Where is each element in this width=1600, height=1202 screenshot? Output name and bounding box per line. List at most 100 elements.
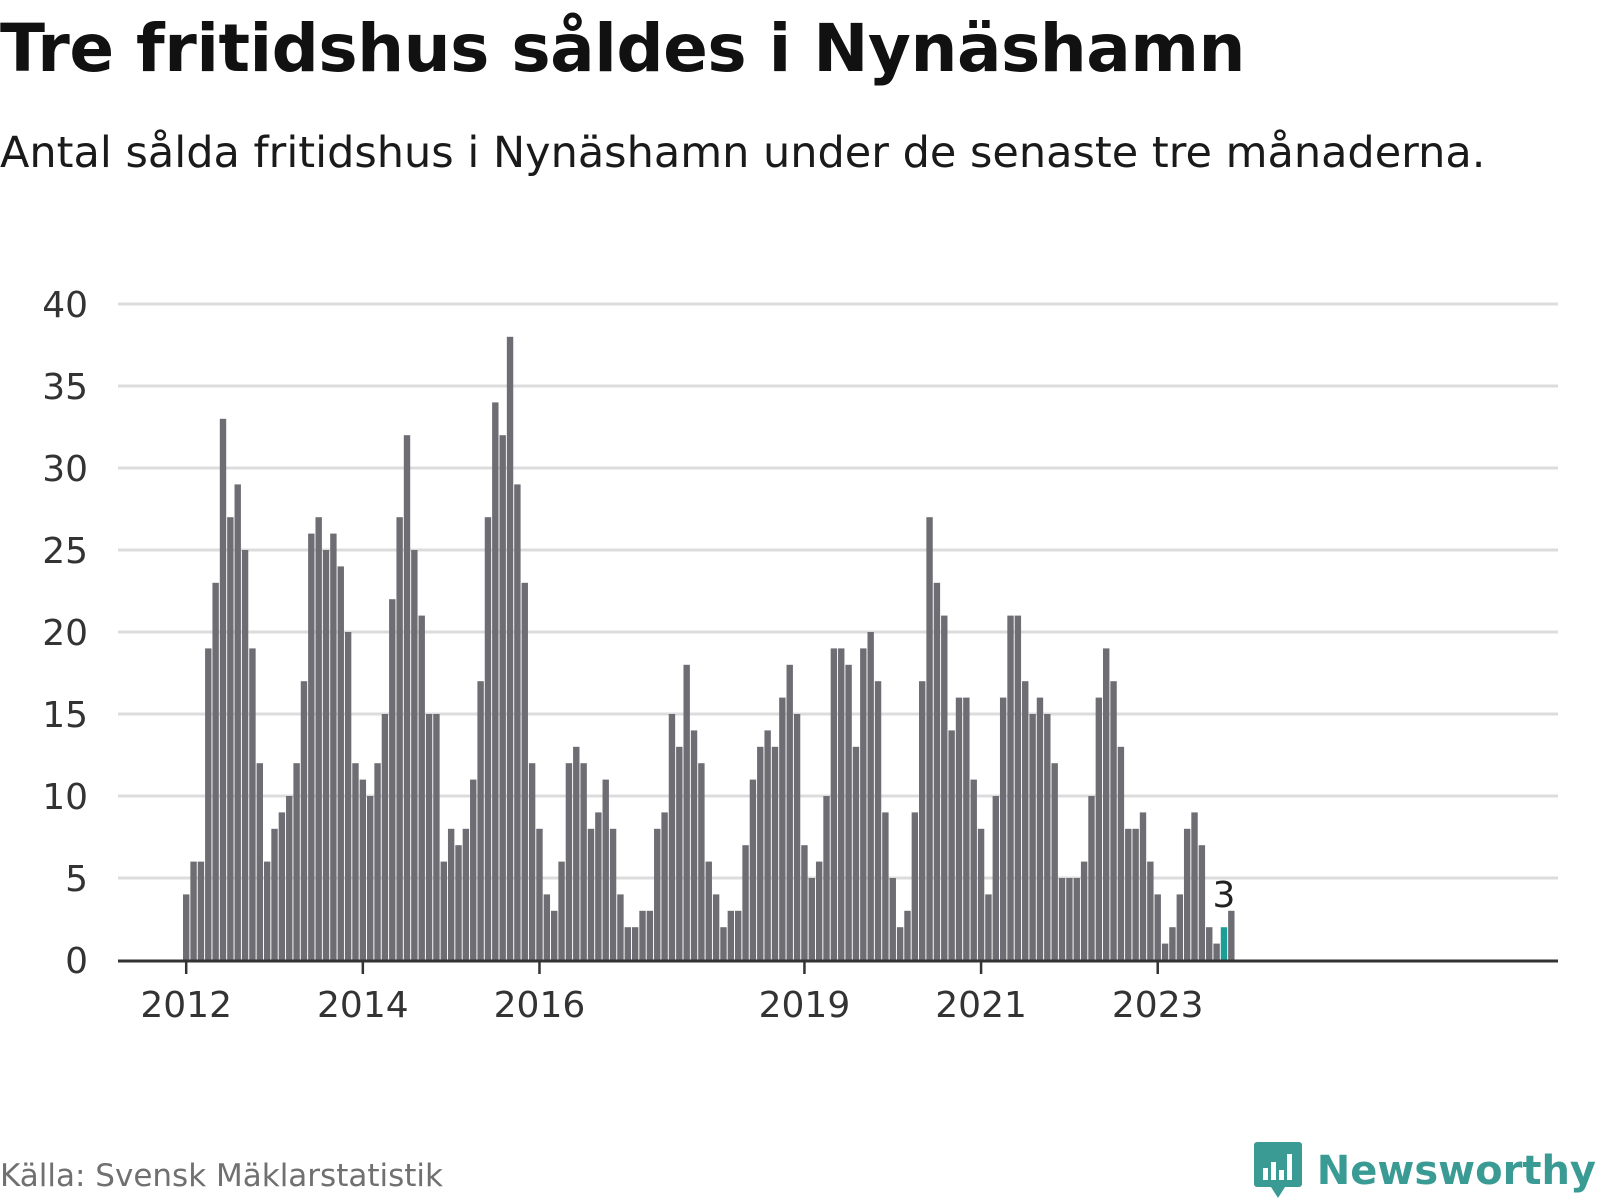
bar — [381, 714, 389, 960]
bar — [1058, 878, 1066, 960]
bar-chart: 0 5 10 15 20 25 30 35 40 2012 2014 2016 2019 2021 202… — [42, 285, 1558, 1026]
bar — [344, 632, 352, 960]
y-tick-label: 40 — [42, 285, 88, 326]
bar — [1110, 681, 1117, 960]
bar — [793, 714, 801, 960]
bar — [867, 632, 874, 960]
x-tick-label: 2021 — [935, 985, 1027, 1026]
bar — [823, 796, 830, 960]
bar — [904, 910, 911, 960]
x-tick-label: 2016 — [494, 985, 586, 1026]
bar — [528, 763, 536, 960]
y-tick-label: 30 — [42, 449, 88, 490]
bar — [425, 714, 433, 960]
bar — [1213, 943, 1220, 960]
bar — [1125, 828, 1132, 960]
bar — [1228, 910, 1235, 960]
bar — [249, 648, 256, 960]
bar — [609, 828, 617, 960]
x-tick-label: 2023 — [1112, 985, 1204, 1026]
bar — [536, 828, 543, 960]
bar — [190, 861, 197, 960]
bar — [676, 746, 683, 960]
bar — [963, 697, 970, 960]
bar — [1132, 828, 1139, 960]
bar — [683, 664, 690, 960]
bar — [838, 648, 845, 960]
y-tick-label: 15 — [42, 695, 88, 736]
bar — [374, 763, 381, 960]
bar — [271, 828, 278, 960]
bar — [1014, 615, 1022, 960]
bar — [212, 582, 219, 960]
bar — [1139, 812, 1147, 960]
bar — [205, 648, 212, 960]
bar — [727, 910, 735, 960]
bar — [808, 878, 815, 960]
bar — [941, 615, 948, 960]
highlight-value-label: 3 — [1213, 875, 1236, 916]
bar — [580, 763, 587, 960]
bar — [757, 746, 764, 960]
bar — [852, 746, 860, 960]
y-tick-label: 35 — [42, 367, 88, 408]
bar — [639, 910, 646, 960]
y-tick-label: 10 — [42, 777, 88, 818]
bar — [933, 582, 941, 960]
source-note: Källa: Svensk Mäklarstatistik — [0, 1158, 443, 1194]
bar — [322, 550, 330, 960]
bar — [595, 812, 602, 960]
bar — [477, 681, 484, 960]
y-tick-label: 0 — [65, 941, 88, 982]
annotations: 3 — [1213, 875, 1236, 916]
bar — [985, 894, 992, 960]
bar — [771, 746, 779, 960]
bar — [506, 336, 514, 960]
bar — [948, 730, 955, 960]
y-tick-label: 5 — [65, 859, 88, 900]
bar — [1117, 746, 1125, 960]
bar — [1066, 878, 1073, 960]
bar — [631, 927, 639, 960]
y-axis-ticks: 0 5 10 15 20 25 30 35 40 — [42, 285, 88, 982]
bar — [749, 779, 757, 960]
bar — [470, 779, 477, 960]
bar — [1088, 796, 1095, 960]
bar — [330, 533, 337, 960]
bar-highlight — [1220, 927, 1228, 960]
bar — [1183, 828, 1191, 960]
bar — [352, 763, 359, 960]
bar — [1103, 648, 1110, 960]
bar — [565, 763, 573, 960]
bar — [241, 550, 249, 960]
bar — [1022, 681, 1029, 960]
y-tick-label: 20 — [42, 613, 88, 654]
bar — [315, 517, 322, 960]
bar — [1198, 845, 1206, 960]
bar — [970, 779, 977, 960]
bar — [1191, 812, 1198, 960]
bar — [337, 566, 344, 960]
bar — [1051, 763, 1058, 960]
bar — [712, 894, 720, 960]
bar — [646, 910, 654, 960]
bar — [690, 730, 698, 960]
bar — [801, 845, 808, 960]
bar — [1095, 697, 1103, 960]
bar — [1007, 615, 1014, 960]
bar — [1154, 894, 1161, 960]
bar — [882, 812, 889, 960]
bar — [558, 861, 565, 960]
bar — [845, 664, 852, 960]
bar — [484, 517, 492, 960]
bar — [874, 681, 882, 960]
bar — [992, 796, 999, 960]
bar — [624, 927, 631, 960]
bar — [440, 861, 447, 960]
newsworthy-bar-chart-icon — [1253, 1142, 1302, 1198]
bar — [219, 418, 227, 960]
bar — [896, 927, 904, 960]
bar — [492, 402, 499, 960]
brand-logo[interactable]: Newsworthy — [1253, 1140, 1596, 1202]
chart-title: Tre fritidshus såldes i Nynäshamn — [0, 10, 1246, 87]
